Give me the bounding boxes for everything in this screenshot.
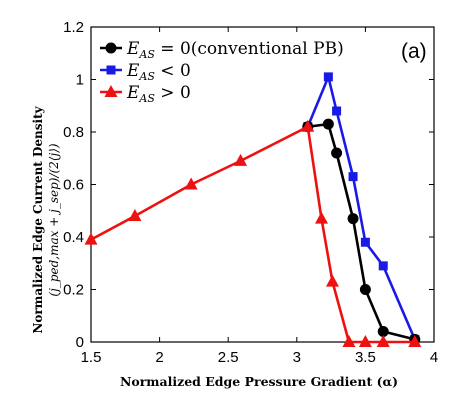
y-axis-label-line-2: (j_ped,max + j_sep)/(2⟨j⟩) [47, 143, 61, 296]
data-point [314, 211, 328, 224]
data-point [359, 284, 371, 295]
y-tick-label: 0.8 [63, 124, 84, 141]
y-tick-label: 1.2 [63, 19, 84, 36]
data-point [323, 72, 333, 82]
legend-label: EAS = 0(conventional PB) [126, 39, 344, 61]
x-tick-label: 2.5 [218, 349, 239, 366]
legend-entry: EAS < 0 [100, 61, 191, 83]
data-point [348, 172, 358, 182]
y-axis-label: Normalized Edge Current Density (j_ped,m… [31, 105, 61, 333]
data-point [325, 274, 339, 287]
data-point [378, 261, 388, 271]
data-point [234, 153, 248, 166]
data-point [84, 232, 98, 245]
y-tick-label: 0.2 [63, 282, 84, 299]
y-tick-label: 0.6 [63, 177, 84, 194]
data-point [377, 326, 389, 337]
legend-marker [104, 85, 118, 97]
data-point [376, 335, 390, 347]
x-axis-label: Normalized Edge Pressure Gradient (α) [120, 374, 398, 389]
series-triangle [84, 119, 422, 347]
x-tick-label: 3 [293, 349, 301, 366]
y-axis-label-line-1: Normalized Edge Current Density [31, 105, 45, 333]
data-point [184, 177, 198, 190]
x-tick-label: 3.5 [355, 349, 376, 366]
legend-marker [106, 65, 116, 75]
legend-entry: EAS = 0(conventional PB) [100, 39, 344, 61]
data-point [360, 237, 370, 247]
data-point [347, 213, 359, 225]
legend-label: EAS < 0 [126, 61, 191, 83]
data-point [322, 118, 334, 130]
data-point [301, 119, 315, 132]
x-tick-label: 4 [430, 349, 438, 366]
legend-entry: EAS > 0 [100, 83, 191, 105]
data-point [331, 147, 343, 159]
legend-marker [105, 42, 117, 54]
data-point [342, 335, 356, 347]
data-point [408, 335, 422, 347]
series [84, 72, 422, 347]
x-tick-label: 2 [155, 349, 163, 366]
y-tick-label: 1 [76, 72, 84, 89]
data-point [358, 335, 372, 347]
data-point [128, 209, 142, 221]
y-tick-label: 0.4 [63, 229, 84, 246]
ticks: 1.5 2 2.5 3 3.5 4 0 0.2 0.4 0.6 0.8 1 1.2 [63, 19, 438, 366]
panel-label: (a) [401, 40, 427, 63]
x-tick-label: 1.5 [81, 349, 102, 366]
series-line [306, 75, 416, 340]
series-line [90, 125, 415, 344]
legend-label: EAS > 0 [126, 83, 191, 105]
y-tick-label: 0 [76, 334, 84, 351]
data-point [332, 106, 342, 116]
